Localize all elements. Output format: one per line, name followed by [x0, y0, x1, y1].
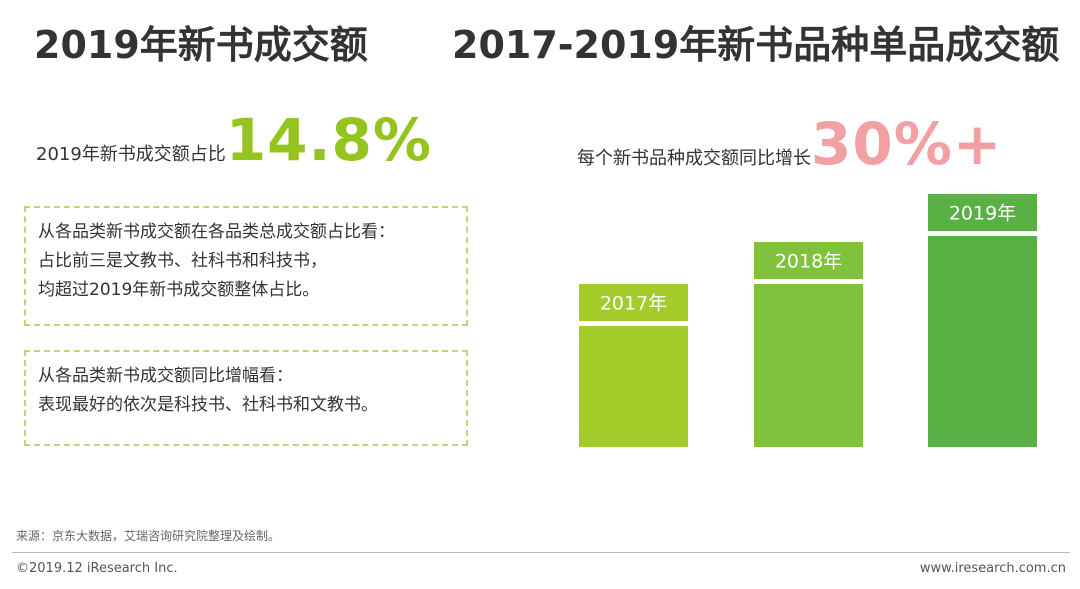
left-stat: 2019年新书成交额占比14.8% [36, 106, 432, 174]
source-note: 来源：京东大数据，艾瑞咨询研究院整理及绘制。 [16, 529, 281, 543]
bar-label-box [754, 242, 863, 279]
footer-divider [12, 552, 1070, 553]
left-stat-value: 14.8% [225, 106, 433, 174]
note-line: 表现最好的依次是科技书、社科书和文教书。 [38, 395, 378, 415]
bar-2017年 [579, 326, 688, 447]
right-title: 2017-2019年新书品种单品成交额 [452, 23, 1060, 67]
bar-2018年 [754, 284, 863, 447]
right-stat-value: 30%+ [811, 110, 1003, 178]
bar-category-label: 2017年 [600, 293, 667, 315]
copyright-text: ©2019.12 iResearch Inc. [16, 561, 178, 576]
note-line: 从各品类新书成交额同比增幅看： [38, 366, 293, 386]
left-stat-label: 2019年新书成交额占比 [36, 144, 226, 165]
note-line: 从各品类新书成交额在各品类总成交额占比看： [38, 222, 395, 242]
bar-2019年 [928, 236, 1037, 447]
bar-category-label: 2019年 [949, 203, 1016, 225]
website-link[interactable]: www.iresearch.com.cn [919, 561, 1066, 576]
bar-label-box [579, 284, 688, 321]
note-line: 占比前三是文教书、社科书和科技书， [38, 251, 327, 271]
right-stat: 每个新书品种成交额同比增长30%+ [577, 110, 1002, 178]
bar-label-box [928, 194, 1037, 231]
note-box-growth: 从各品类新书成交额同比增幅看： 表现最好的依次是科技书、社科书和文教书。 [24, 350, 468, 446]
note-line: 均超过2019年新书成交额整体占比。 [38, 280, 320, 300]
note-box-share: 从各品类新书成交额在各品类总成交额占比看： 占比前三是文教书、社科书和科技书， … [24, 206, 468, 326]
left-title: 2019年新书成交额 [34, 23, 368, 67]
bar-category-label: 2018年 [775, 251, 842, 273]
bar-chart: 2017年 2018年 2019年 [579, 194, 1037, 447]
right-stat-label: 每个新书品种成交额同比增长 [577, 148, 811, 169]
